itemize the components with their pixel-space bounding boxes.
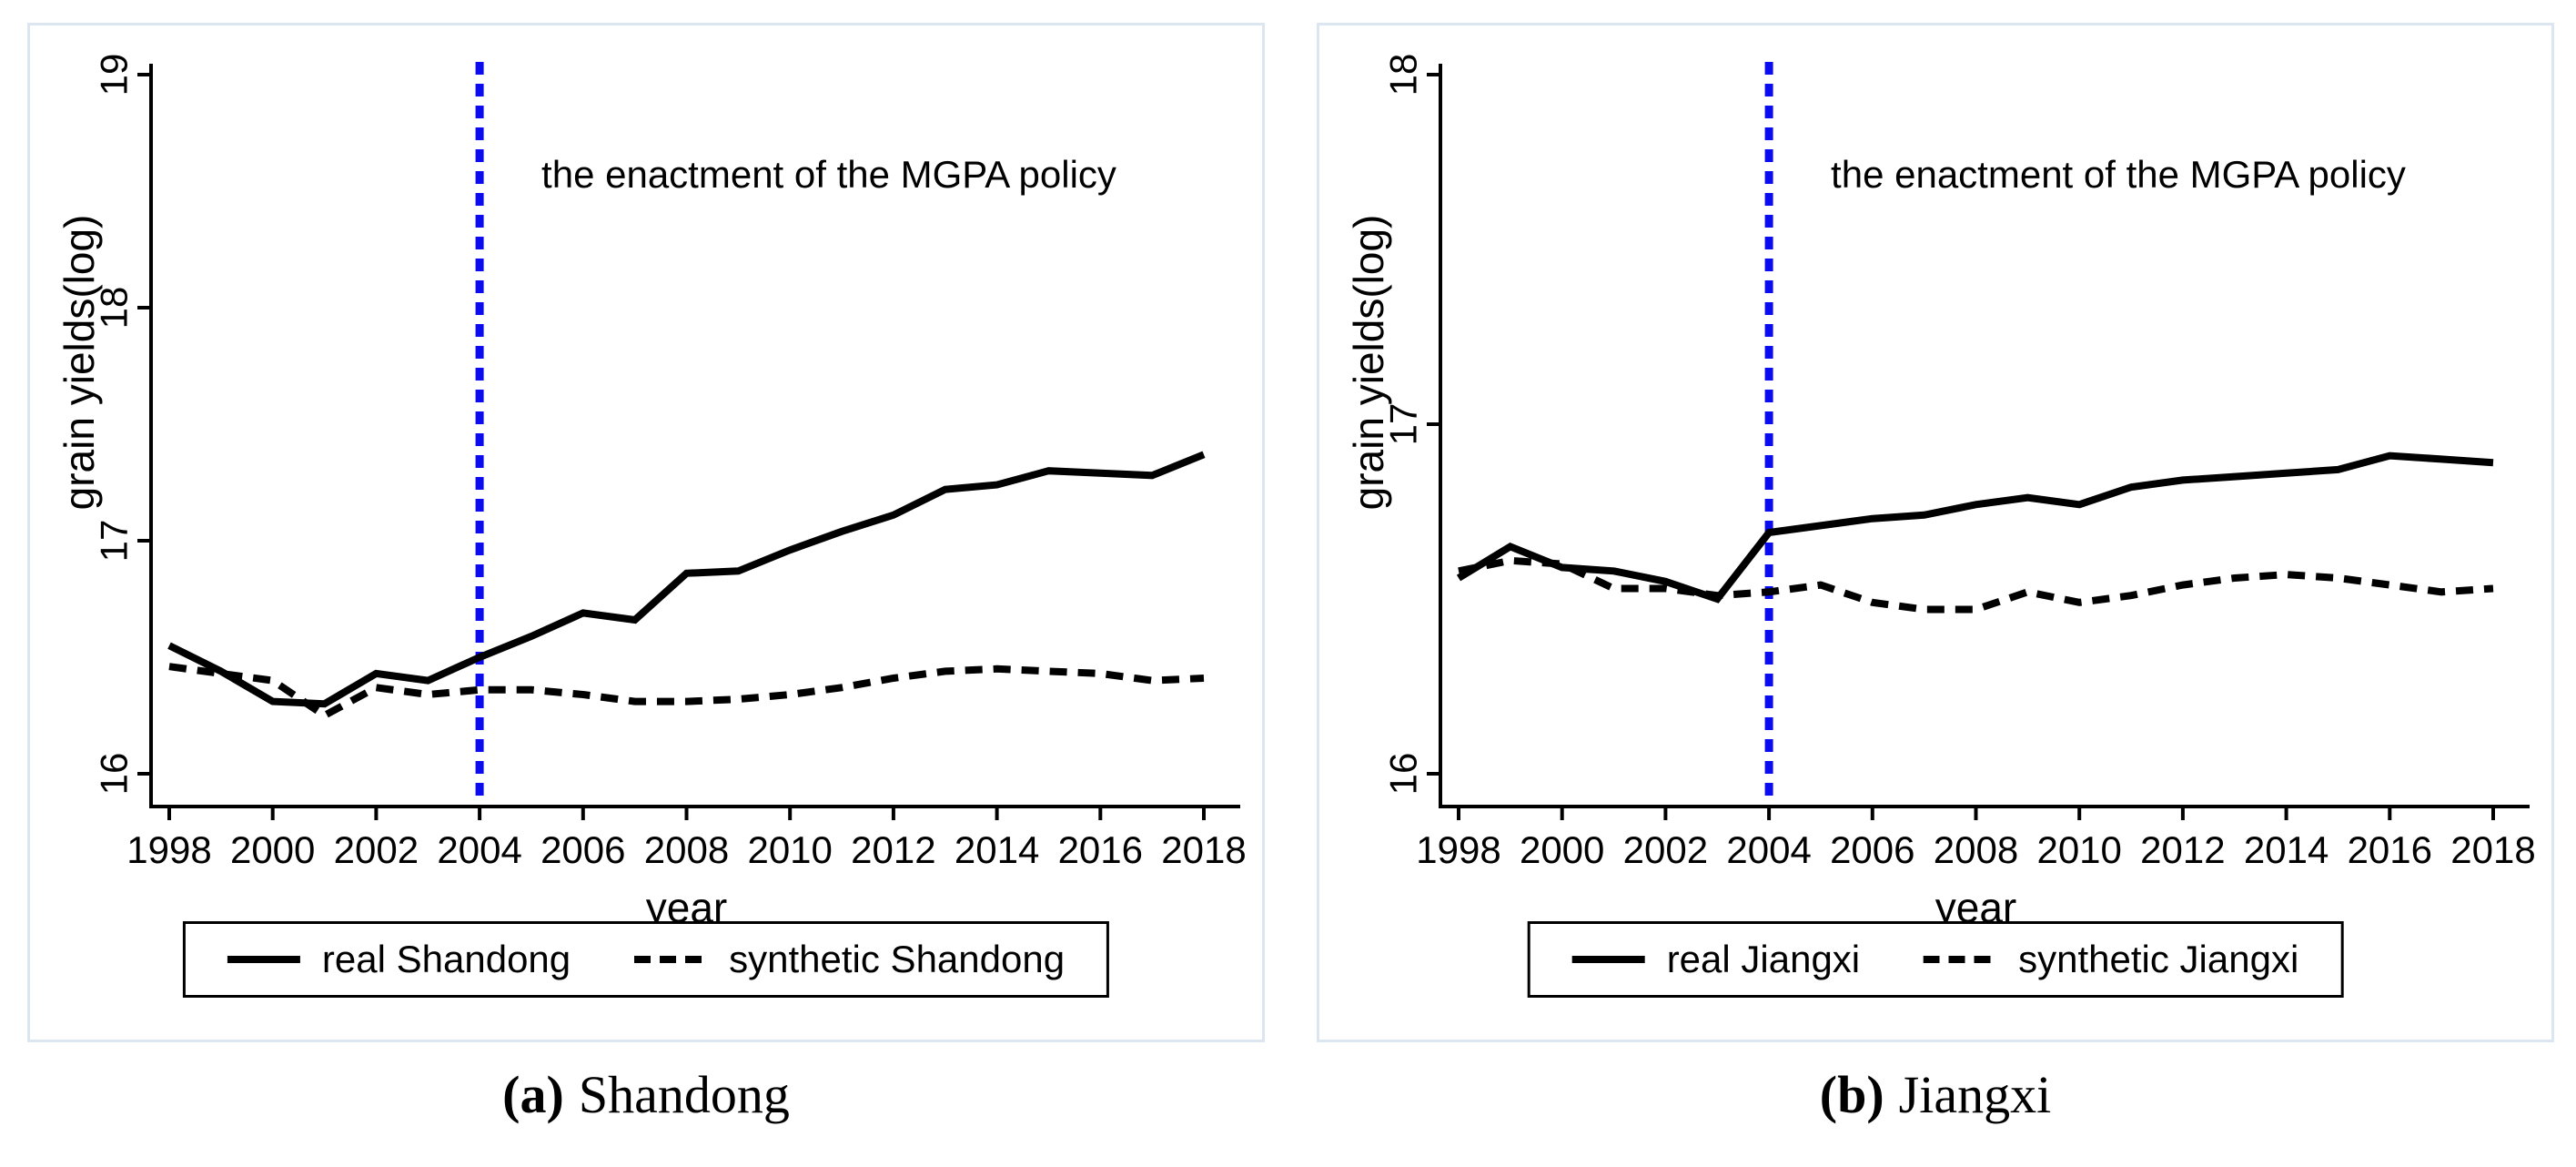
legend-label-real-jiangxi: real Jiangxi xyxy=(1666,938,1861,980)
legend-item-real-jiangxi: real Jiangxi xyxy=(1571,938,1861,981)
caption-b-label: (b) xyxy=(1819,1065,1884,1124)
series-dashed-line xyxy=(1458,556,2494,614)
y-tick-label: 19 xyxy=(93,54,136,96)
y-tick-label: 18 xyxy=(1382,54,1425,96)
y-tick-label: 16 xyxy=(1382,753,1425,796)
legend-jiangxi: real Jiangxi synthetic Jiangxi xyxy=(1527,921,2344,998)
caption-b-title: Jiangxi xyxy=(1898,1065,2052,1124)
x-tick-label: 2010 xyxy=(2036,828,2121,871)
legend-label-synthetic-shandong: synthetic Shandong xyxy=(729,938,1066,980)
x-tick-label: 2006 xyxy=(540,828,625,871)
legend-solid-line-sample xyxy=(1571,956,1645,963)
legend-item-synthetic-jiangxi: synthetic Jiangxi xyxy=(1924,938,2298,981)
x-tick-label: 2002 xyxy=(1623,828,1708,871)
x-tick-label: 2018 xyxy=(2450,828,2535,871)
x-tick-label: 2008 xyxy=(644,828,729,871)
series-solid-line xyxy=(167,451,1206,708)
y-axis-title: grain yields(log) xyxy=(1345,215,1392,511)
x-tick-label: 2002 xyxy=(334,828,419,871)
legend-item-synthetic-shandong: synthetic Shandong xyxy=(634,938,1065,981)
x-tick-label: 2006 xyxy=(1830,828,1914,871)
caption-a: (a) Shandong xyxy=(27,1064,1265,1125)
y-tick-label: 17 xyxy=(93,520,136,563)
x-tick-label: 1998 xyxy=(126,828,211,871)
x-tick-label: 2014 xyxy=(2244,828,2329,871)
legend-label-real-shandong: real Shandong xyxy=(321,938,571,980)
legend-shandong: real Shandong synthetic Shandong xyxy=(182,921,1110,998)
x-tick-label: 1998 xyxy=(1416,828,1500,871)
x-tick-label: 2018 xyxy=(1161,828,1246,871)
y-tick-label: 17 xyxy=(1382,403,1425,446)
series-solid-line xyxy=(1456,452,2494,604)
chart-frame-shandong: 16 17 18 19 1998 2000 2002 2004 2006 2008 2010 2012… xyxy=(27,23,1265,1042)
legend-dashed-line-sample xyxy=(1924,956,1997,963)
y-axis-title: grain yields(log) xyxy=(56,215,103,511)
caption-b: (b) Jiangxi xyxy=(1317,1064,2554,1125)
x-tick-label: 2004 xyxy=(1726,828,1811,871)
x-tick-label: 2014 xyxy=(955,828,1039,871)
x-tick-label: 2000 xyxy=(1520,828,1604,871)
legend-item-real-shandong: real Shandong xyxy=(227,938,571,981)
x-tick-label: 2000 xyxy=(230,828,315,871)
x-tick-label: 2012 xyxy=(851,828,935,871)
caption-a-label: (a) xyxy=(502,1065,564,1124)
x-tick-label: 2016 xyxy=(1058,828,1143,871)
x-tick-label: 2010 xyxy=(747,828,832,871)
policy-annotation: the enactment of the MGPA policy xyxy=(1831,153,2406,196)
chart-svg-jiangxi: 16 17 18 1998 2000 2002 2004 2006 2008 2010 2012 20… xyxy=(1345,54,2536,931)
policy-annotation: the enactment of the MGPA policy xyxy=(541,153,1116,196)
legend-solid-line-sample xyxy=(227,956,300,963)
x-tick-label: 2004 xyxy=(437,828,521,871)
chart-frame-jiangxi: 16 17 18 1998 2000 2002 2004 2006 2008 2010 2012 20… xyxy=(1317,23,2554,1042)
y-tick-label: 16 xyxy=(93,753,136,796)
series-dashed-line xyxy=(168,663,1205,720)
caption-a-title: Shandong xyxy=(578,1065,790,1124)
legend-label-synthetic-jiangxi: synthetic Jiangxi xyxy=(2018,938,2299,980)
panel-jiangxi: 16 17 18 1998 2000 2002 2004 2006 2008 2010 2012 20… xyxy=(1317,23,2554,1125)
chart-svg-shandong: 16 17 18 19 1998 2000 2002 2004 2006 2008 2010 2012… xyxy=(56,54,1247,931)
x-tick-label: 2016 xyxy=(2348,828,2432,871)
panel-shandong: 16 17 18 19 1998 2000 2002 2004 2006 2008 2010 2012… xyxy=(27,23,1265,1125)
x-tick-label: 2008 xyxy=(1934,828,2018,871)
y-tick-label: 18 xyxy=(93,287,136,330)
legend-dashed-line-sample xyxy=(634,956,708,963)
x-tick-label: 2012 xyxy=(2140,828,2225,871)
